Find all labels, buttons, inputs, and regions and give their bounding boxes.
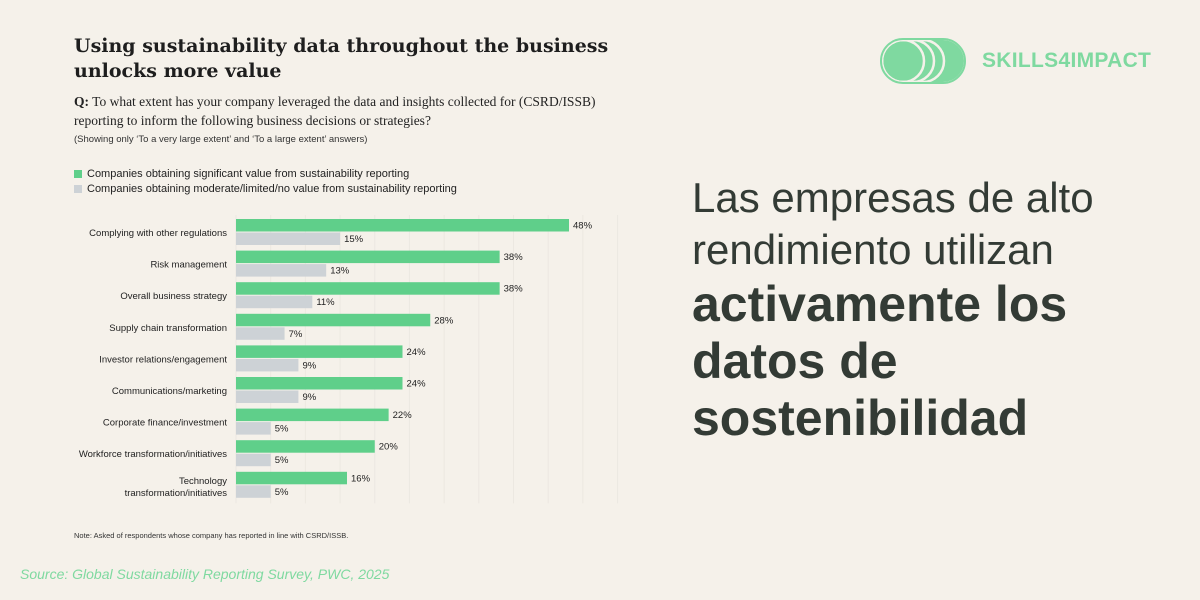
category-label: Complying with other regulations: [89, 228, 227, 239]
bar-moderate: [236, 453, 271, 467]
chart-legend: Companies obtaining significant value fr…: [74, 166, 457, 196]
bar-chart: Complying with other regulations 48% 15% Ri…: [79, 215, 619, 504]
bar-moderate: [236, 390, 299, 403]
bar-significant: [236, 282, 500, 295]
bar-significant: [236, 408, 389, 422]
headline-bold-line-2: datos de: [692, 333, 898, 389]
data-label: 11%: [316, 297, 335, 308]
bar-moderate: [236, 295, 313, 309]
source-citation: Source: Global Sustainability Reporting …: [20, 566, 390, 582]
bar-significant: [236, 471, 347, 485]
data-label: 24%: [407, 347, 427, 358]
survey-question: Q: To what extent has your company lever…: [74, 92, 634, 130]
data-label: 20%: [379, 442, 399, 453]
bar-moderate: [236, 358, 299, 372]
question-text: To what extent has your company leverage…: [74, 94, 596, 128]
category-label: Technology transformation/initiatives: [125, 476, 228, 499]
legend-item-moderate: Companies obtaining moderate/limited/no …: [74, 181, 457, 196]
headline: Las empresas de alto rendimiento utiliza…: [692, 172, 1172, 447]
bar-moderate: [236, 232, 341, 245]
legend-label-significant: Companies obtaining significant value fr…: [87, 167, 410, 180]
data-label: 7%: [289, 329, 303, 340]
data-label: 5%: [275, 424, 289, 435]
bar-significant: [236, 313, 431, 327]
legend-label-moderate: Companies obtaining moderate/limited/no …: [87, 182, 457, 195]
data-label: 38%: [504, 252, 524, 263]
bar-significant: [236, 219, 569, 232]
headline-bold-line-3: sostenibilidad: [692, 390, 1029, 446]
bar-moderate: [236, 327, 285, 340]
headline-light-line-2: rendimiento utilizan: [692, 226, 1054, 273]
data-label: 13%: [330, 266, 350, 277]
bar-significant: [236, 250, 500, 264]
data-label: 22%: [393, 410, 413, 421]
brand-logo: SKILLS4IMPACT: [880, 38, 1151, 84]
category-label: Overall business strategy: [120, 291, 227, 302]
chart-note: Note: Asked of respondents whose company…: [74, 531, 349, 540]
legend-swatch-moderate: [74, 184, 82, 193]
data-label: 5%: [275, 487, 289, 498]
data-label: 15%: [344, 234, 364, 245]
brand-name: SKILLS4IMPACT: [982, 49, 1152, 72]
category-label: Workforce transformation/initiatives: [79, 449, 227, 460]
brand-rings-icon: [880, 38, 966, 84]
bar-moderate: [236, 422, 271, 435]
bar-significant: [236, 345, 403, 358]
category-label: Communications/marketing: [112, 386, 227, 397]
category-label: Supply chain transformation: [109, 323, 227, 334]
legend-swatch-significant: [74, 169, 82, 178]
bar-moderate: [236, 264, 327, 277]
headline-light-line-1: Las empresas de alto: [692, 174, 1094, 221]
data-label: 38%: [504, 284, 524, 295]
category-label: Risk management: [150, 260, 227, 271]
data-label: 24%: [407, 379, 427, 390]
data-label: 9%: [302, 360, 316, 371]
chart-subtitle: (Showing only ‘To a very large extent’ a…: [74, 134, 368, 145]
bar-significant: [236, 377, 403, 390]
category-label: Investor relations/engagement: [99, 354, 227, 365]
bar-moderate: [236, 485, 271, 498]
legend-item-significant: Companies obtaining significant value fr…: [74, 166, 457, 181]
data-label: 28%: [434, 315, 454, 326]
question-prefix: Q:: [74, 94, 89, 109]
bar-significant: [236, 440, 375, 453]
category-label: Corporate finance/investment: [103, 418, 227, 429]
data-label: 48%: [573, 221, 593, 232]
data-label: 9%: [302, 392, 316, 403]
headline-bold-line-1: activamente los: [692, 276, 1068, 332]
data-label: 16%: [351, 473, 371, 484]
data-label: 5%: [275, 455, 289, 466]
chart-title: Using sustainability data throughout the…: [74, 35, 609, 82]
